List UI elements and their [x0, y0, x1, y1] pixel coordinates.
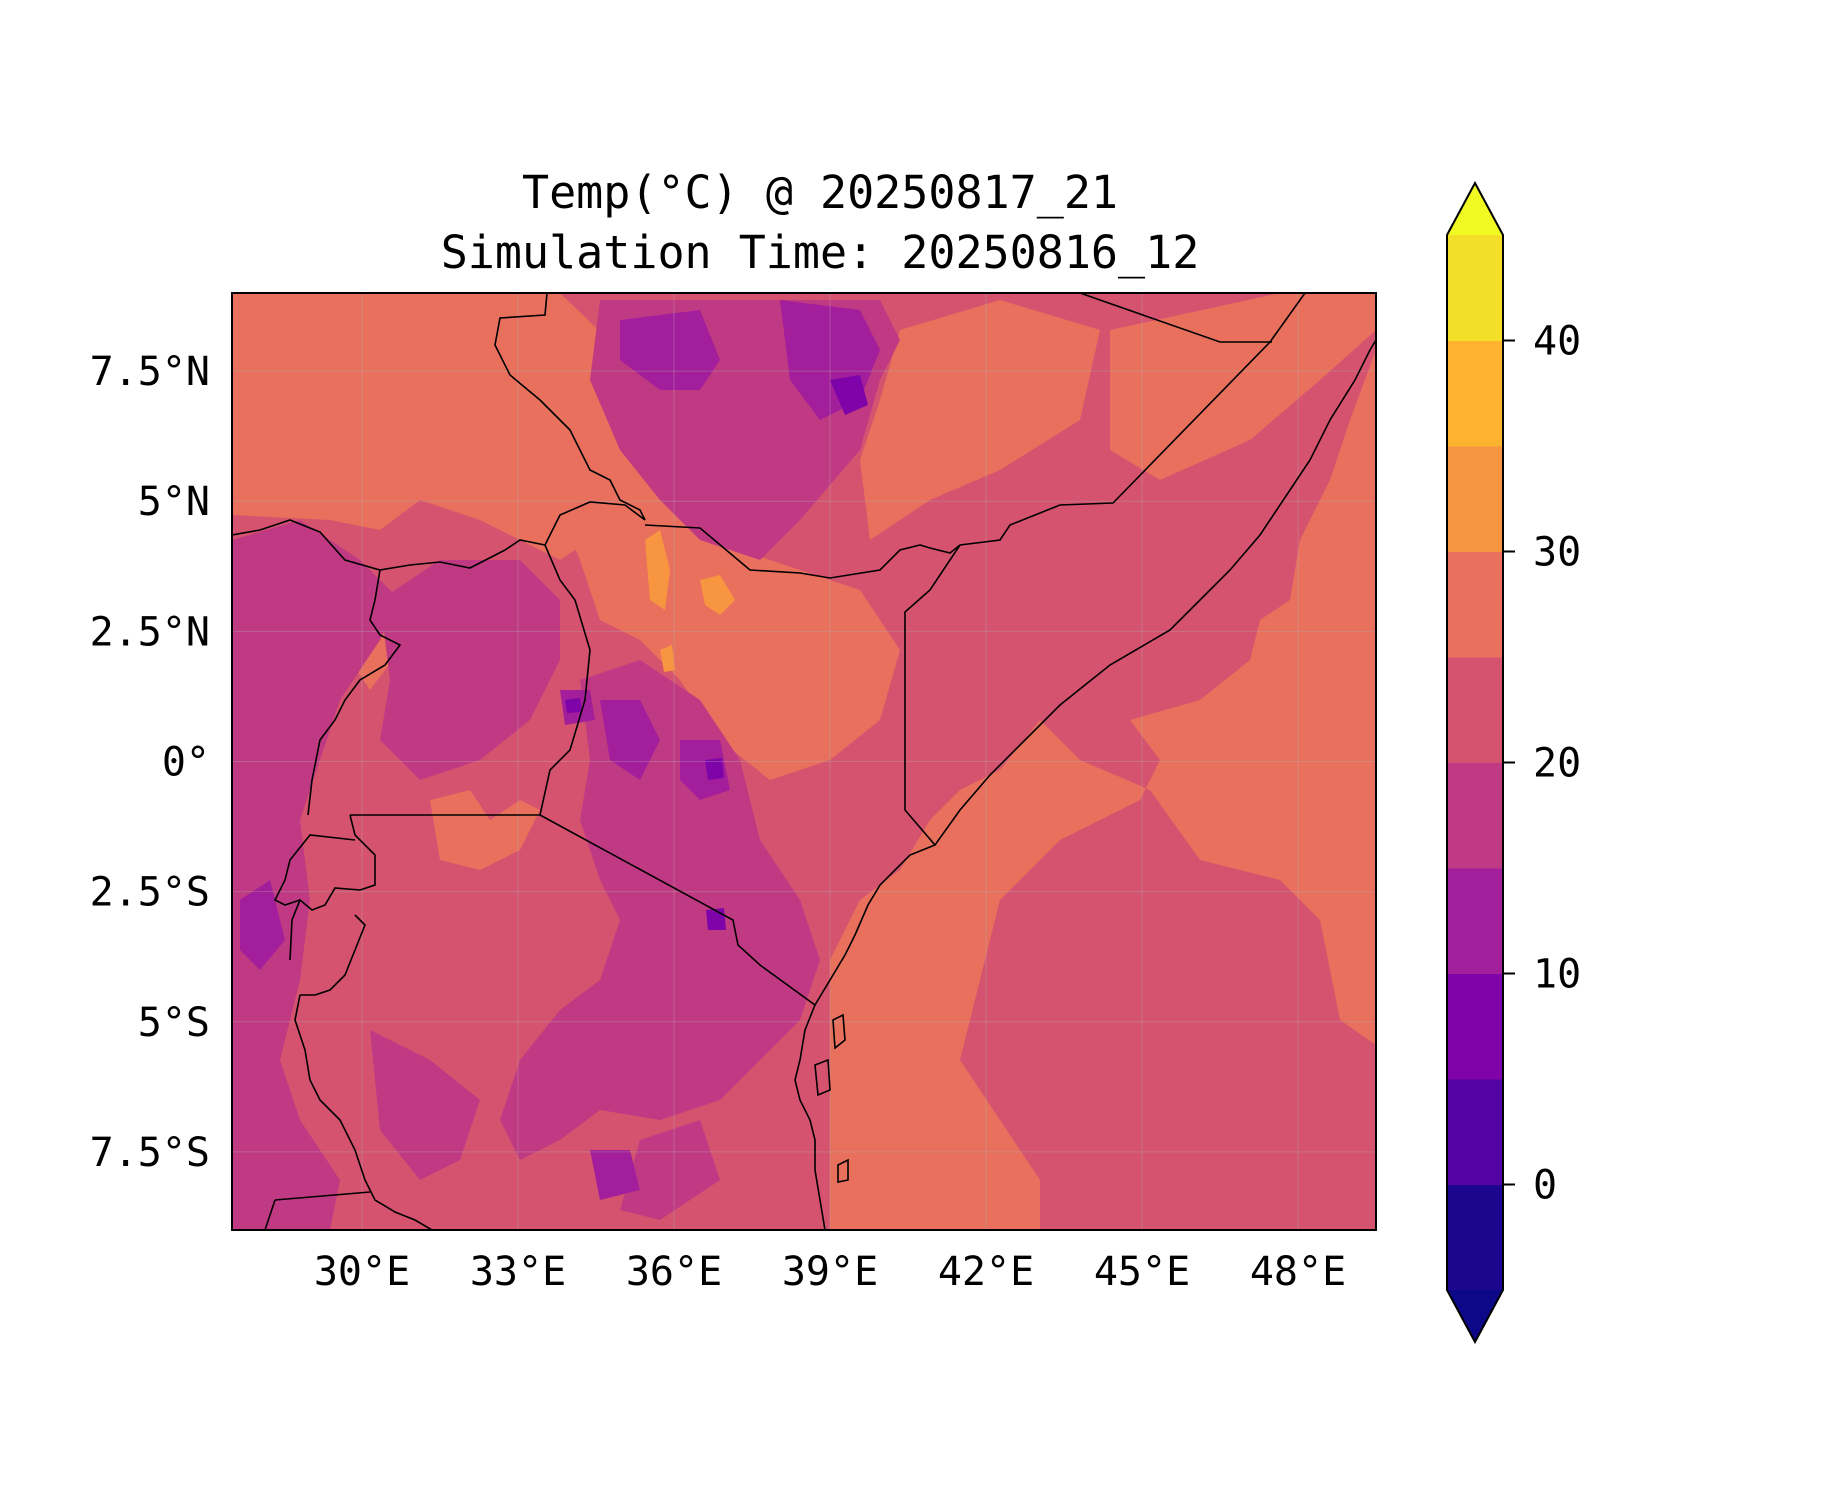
- plot-subtitle: Simulation Time: 20250816_12: [440, 226, 1200, 279]
- y-axis: 7.5°N 5°N 2.5°N 0° 2.5°S 5°S 7.5°S: [90, 349, 210, 1176]
- country-borders: [232, 293, 1306, 1230]
- border-somaliland: [1079, 293, 1272, 343]
- colorbar-over-extend: [1447, 183, 1503, 235]
- y-tick-label: 2.5°N: [90, 609, 210, 655]
- x-tick-label: 39°E: [782, 1249, 878, 1295]
- colorbar-tick-label: 40: [1533, 319, 1581, 365]
- border-rwanda: [289, 814, 376, 961]
- temperature-field: [232, 293, 1376, 1230]
- colorbar-bin: [1447, 657, 1503, 763]
- colorbar: 0 10 20 30 40: [1446, 180, 1581, 1345]
- border-uganda-kenya: [539, 544, 591, 816]
- y-tick-label: 0°: [162, 740, 210, 786]
- coastline: [794, 339, 1376, 1230]
- x-tick-label: 30°E: [314, 1249, 410, 1295]
- zanzibar-island: [832, 1013, 846, 1050]
- border-burundi: [300, 914, 366, 996]
- y-tick-label: 2.5°S: [90, 870, 210, 916]
- field-30-35-zones: [645, 530, 735, 672]
- colorbar-bin: [1447, 340, 1503, 447]
- y-tick-label: 5°N: [138, 479, 210, 525]
- plot-title: Temp(°C) @ 20250817_21: [521, 166, 1119, 219]
- border-kenya-somalia: [904, 544, 961, 846]
- border-kenya-tanzania: [539, 814, 816, 1006]
- coastline-tanzania: [794, 1004, 826, 1230]
- colorbar-bin: [1447, 235, 1503, 341]
- y-tick-label: 7.5°N: [90, 349, 210, 395]
- x-tick-label: 48°E: [1250, 1249, 1346, 1295]
- x-tick-label: 42°E: [938, 1249, 1034, 1295]
- colorbar-bin: [1447, 446, 1503, 552]
- coastal-island: [837, 1158, 849, 1183]
- colorbar-bin: [1447, 551, 1503, 658]
- colorbar-tick-label: 30: [1533, 530, 1581, 576]
- colorbar-bin: [1447, 1079, 1503, 1185]
- colorbar-bin: [1447, 1184, 1503, 1291]
- border-zambia: [274, 1191, 371, 1201]
- border-tanzania-drc: [294, 994, 433, 1230]
- border-ethiopia-kenya: [644, 524, 961, 579]
- y-tick-label: 5°S: [138, 1000, 210, 1046]
- border-uganda-drc: [307, 569, 402, 816]
- x-tick-label: 36°E: [626, 1249, 722, 1295]
- y-tick-label: 7.5°S: [90, 1130, 210, 1176]
- gridlines: [232, 293, 1376, 1230]
- border-ssudan-ethiopia: [494, 293, 646, 546]
- colorbar-tick-label: 20: [1533, 741, 1581, 787]
- colorbar-outline: [1446, 180, 1504, 1345]
- border-zambia-west: [264, 1199, 276, 1230]
- map-frame: [231, 292, 1377, 1231]
- colorbar-bin: [1447, 973, 1503, 1080]
- colorbar-bin: [1447, 762, 1503, 869]
- colorbar-tick-label: 10: [1533, 952, 1581, 998]
- colorbar-bin: [1447, 868, 1503, 974]
- x-tick-label: 33°E: [470, 1249, 566, 1295]
- colorbar-under-extend: [1447, 1290, 1503, 1342]
- border-rwanda-drc: [273, 834, 356, 906]
- colorbar-tick-label: 0: [1533, 1163, 1557, 1209]
- x-axis: 30°E 33°E 36°E 39°E 42°E 45°E 48°E: [314, 1249, 1346, 1295]
- x-tick-label: 45°E: [1094, 1249, 1190, 1295]
- mafia-island: [814, 1058, 831, 1097]
- border-ssudan-uganda: [232, 519, 546, 571]
- field-10-15-zones: [240, 300, 880, 1200]
- coastline-somalia: [814, 339, 1376, 1006]
